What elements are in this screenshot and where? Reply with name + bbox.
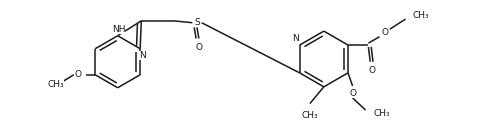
Text: O: O xyxy=(75,70,82,79)
Text: O: O xyxy=(369,66,375,75)
Text: S: S xyxy=(194,18,200,27)
Text: N: N xyxy=(293,34,300,43)
Text: CH₃: CH₃ xyxy=(48,80,64,89)
Text: O: O xyxy=(195,43,203,52)
Text: CH₃: CH₃ xyxy=(373,109,390,118)
Text: N: N xyxy=(139,51,146,60)
Text: CH₃: CH₃ xyxy=(301,111,318,120)
Text: CH₃: CH₃ xyxy=(413,11,430,20)
Text: O: O xyxy=(349,89,356,98)
Text: NH: NH xyxy=(112,25,125,34)
Text: O: O xyxy=(382,28,389,36)
